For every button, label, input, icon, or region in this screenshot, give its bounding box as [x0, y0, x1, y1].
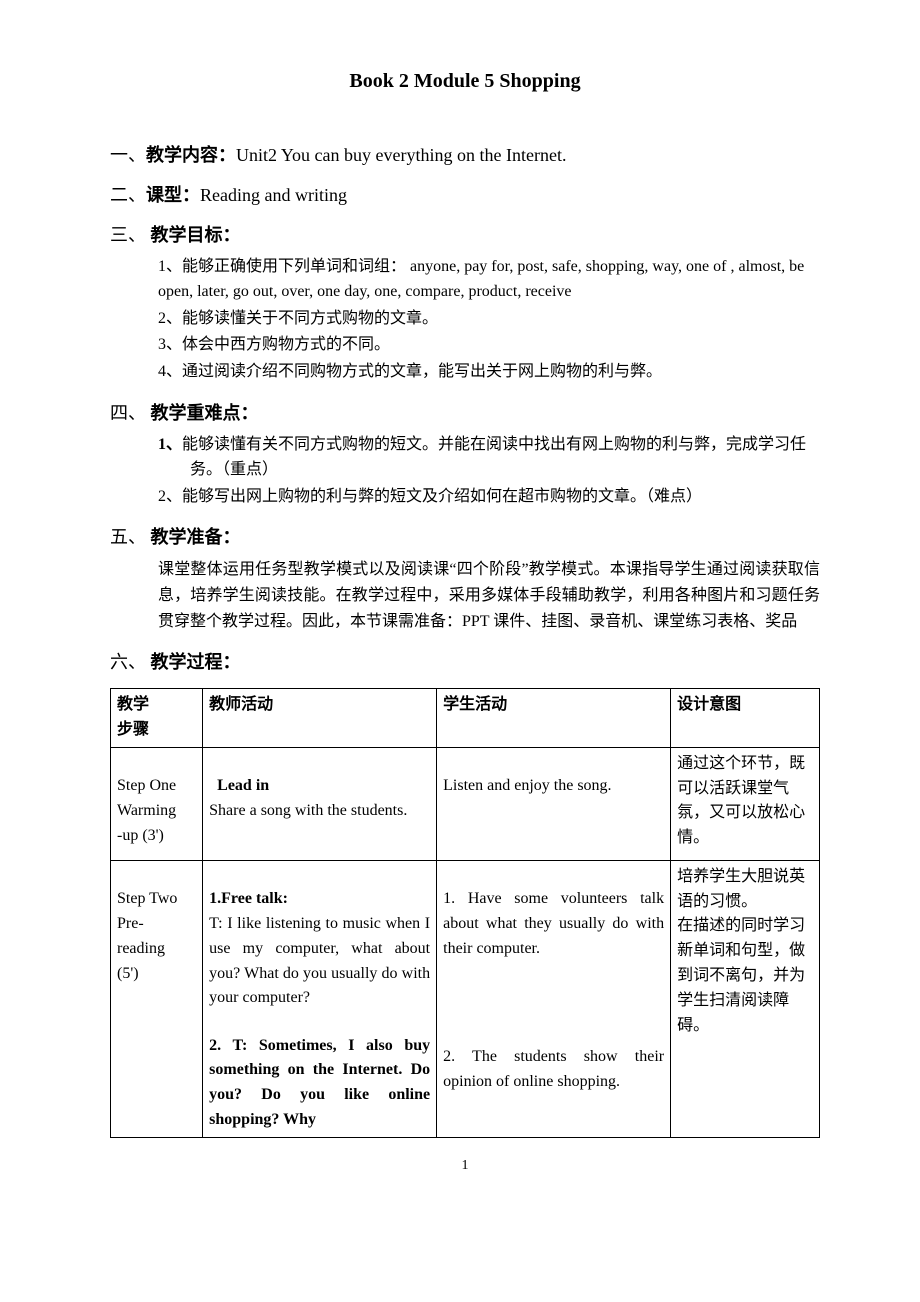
section-5-head: 五、 教学准备：	[110, 523, 820, 549]
section-6-head: 六、 教学过程：	[110, 648, 820, 674]
objectives-list: 1、能够正确使用下列单词和词组： anyone, pay for, post, …	[110, 255, 820, 385]
teacher-text: Share a song with the students.	[209, 799, 430, 824]
step-line: -up (3')	[117, 824, 196, 849]
teacher-p2: 2. T: Sometimes, I also buy something on…	[209, 1034, 430, 1133]
cell-teacher: Lead in Share a song with the students.	[203, 747, 437, 860]
page-number: 1	[110, 1158, 820, 1174]
cell-intent: 通过这个环节，既可以活跃课堂气氛，又可以放松心情。	[671, 747, 820, 860]
section-3-head: 三、 教学目标：	[110, 221, 820, 247]
section-2-label: 课型：	[146, 185, 200, 205]
table-row: Step Two Pre- reading (5') 1.Free talk: …	[111, 860, 820, 1137]
process-table: 教学 步骤 教师活动 学生活动 设计意图 Step One Warming -u…	[110, 688, 820, 1138]
section-content: 一、教学内容：Unit2 You can buy everything on t…	[110, 141, 820, 167]
step-line: reading	[117, 937, 196, 962]
section-5-label: 教学准备：	[151, 527, 241, 547]
keypoints-list: 1、能够读懂有关不同方式购物的短文。并能在阅读中找出有网上购物的利与弊，完成学习…	[110, 433, 820, 509]
student-activity: Listen and enjoy the song.	[443, 774, 664, 799]
cell-step: Step Two Pre- reading (5')	[111, 860, 203, 1137]
section-1-num: 一、	[110, 141, 146, 167]
section-6-label: 教学过程：	[151, 652, 241, 672]
section-1-label: 教学内容：	[146, 145, 236, 165]
th-teacher: 教师活动	[203, 689, 437, 748]
th-step: 教学 步骤	[111, 689, 203, 748]
section-4-head: 四、 教学重难点：	[110, 399, 820, 425]
section-1-head: 一、教学内容：Unit2 You can buy everything on t…	[110, 141, 820, 167]
student-p1: 1. Have some volunteers talk about what …	[443, 887, 664, 961]
cell-teacher: 1.Free talk: T: I like listening to musi…	[203, 860, 437, 1137]
step-line: (5')	[117, 962, 196, 987]
cell-student: Listen and enjoy the song.	[437, 747, 671, 860]
keypoint-2-text: 能够写出网上购物的利与弊的短文及介绍如何在超市购物的文章。（难点）	[182, 488, 702, 505]
keypoint-item: 2、能够写出网上购物的利与弊的短文及介绍如何在超市购物的文章。（难点）	[158, 485, 820, 510]
keypoint-2-num: 2、	[158, 488, 182, 505]
step-line: Step Two	[117, 887, 196, 912]
step-line: Warming	[117, 799, 196, 824]
th-student: 学生活动	[437, 689, 671, 748]
student-p2: 2. The students show their opinion of on…	[443, 1045, 664, 1095]
keypoint-1-num: 1、	[158, 436, 182, 453]
section-2-head: 二、课型：Reading and writing	[110, 181, 820, 207]
free-talk-label: 1.Free talk:	[209, 887, 430, 912]
section-1-text: Unit2 You can buy everything on the Inte…	[236, 145, 566, 165]
cell-step: Step One Warming -up (3')	[111, 747, 203, 860]
objective-item: 3、体会中西方购物方式的不同。	[158, 333, 820, 358]
preparation-text: 课堂整体运用任务型教学模式以及阅读课“四个阶段”教学模式。本课指导学生通过阅读获…	[110, 557, 820, 634]
section-preparation: 五、 教学准备： 课堂整体运用任务型教学模式以及阅读课“四个阶段”教学模式。本课…	[110, 523, 820, 634]
section-process: 六、 教学过程：	[110, 648, 820, 674]
section-6-num: 六、	[110, 648, 146, 674]
cell-intent: 培养学生大胆说英语的习惯。 在描述的同时学习新单词和句型，做到词不离句，并为学生…	[671, 860, 820, 1137]
table-row: Step One Warming -up (3') Lead in Share …	[111, 747, 820, 860]
section-4-label: 教学重难点：	[151, 403, 259, 423]
table-header-row: 教学 步骤 教师活动 学生活动 设计意图	[111, 689, 820, 748]
step-line: Step One	[117, 774, 196, 799]
objective-item: 2、能够读懂关于不同方式购物的文章。	[158, 307, 820, 332]
section-keypoints: 四、 教学重难点： 1、能够读懂有关不同方式购物的短文。并能在阅读中找出有网上购…	[110, 399, 820, 509]
step-line: Pre-	[117, 912, 196, 937]
cell-student: 1. Have some volunteers talk about what …	[437, 860, 671, 1137]
section-type: 二、课型：Reading and writing	[110, 181, 820, 207]
section-5-num: 五、	[110, 523, 146, 549]
section-3-label: 教学目标：	[151, 225, 241, 245]
teacher-activity: Lead in	[209, 774, 430, 799]
keypoint-item: 1、能够读懂有关不同方式购物的短文。并能在阅读中找出有网上购物的利与弊，完成学习…	[158, 433, 820, 483]
section-2-text: Reading and writing	[200, 185, 347, 205]
teacher-text: T: I like listening to music when I use …	[209, 912, 430, 1011]
page: Book 2 Module 5 Shopping 一、教学内容：Unit2 Yo…	[0, 0, 920, 1204]
th-intent: 设计意图	[671, 689, 820, 748]
objective-item: 1、能够正确使用下列单词和词组： anyone, pay for, post, …	[158, 255, 820, 305]
keypoint-1-text: 能够读懂有关不同方式购物的短文。并能在阅读中找出有网上购物的利与弊，完成学习任务…	[182, 436, 806, 478]
lead-in-label: Lead in	[217, 777, 269, 794]
section-objectives: 三、 教学目标： 1、能够正确使用下列单词和词组： anyone, pay fo…	[110, 221, 820, 385]
section-4-num: 四、	[110, 399, 146, 425]
section-2-num: 二、	[110, 181, 146, 207]
objective-item: 4、通过阅读介绍不同购物方式的文章，能写出关于网上购物的利与弊。	[158, 360, 820, 385]
document-title: Book 2 Module 5 Shopping	[110, 70, 820, 93]
section-3-num: 三、	[110, 221, 146, 247]
